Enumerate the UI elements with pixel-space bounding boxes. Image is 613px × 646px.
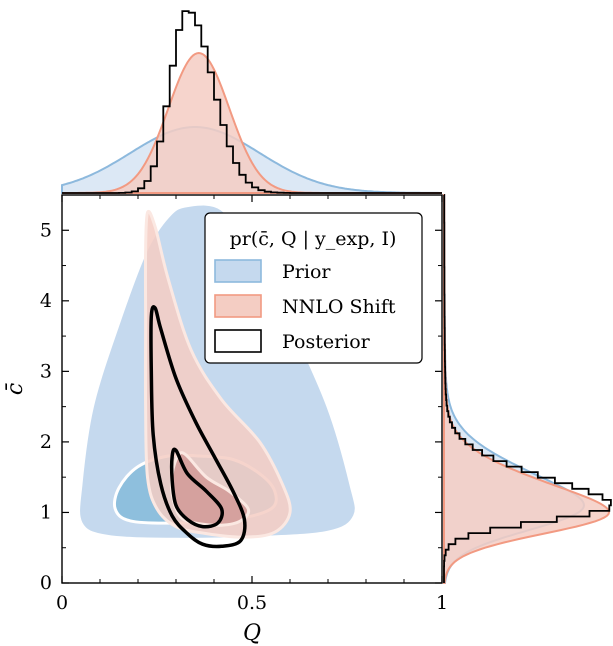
y-tick-label: 4: [40, 290, 52, 312]
legend: pr(c̄, Q | y_exp, I) Prior NNLO Shift Po…: [204, 212, 423, 364]
x-tick-label: 0: [56, 592, 68, 614]
legend-label-posterior: Posterior: [282, 331, 371, 353]
top-marginal-panel: [61, 10, 442, 194]
legend-label-nnlo-shift: NNLO Shift: [282, 296, 396, 318]
legend-swatch-posterior: [214, 329, 262, 353]
y-tick-label: 3: [40, 360, 52, 382]
y-tick-label: 1: [40, 501, 52, 523]
y-tick-label: 0: [40, 572, 52, 594]
posterior-contour-inner: [170, 447, 225, 529]
main-panel: 0 0.5 1 0 1 2 3 4 5: [40, 194, 448, 614]
legend-swatch-prior: [214, 259, 262, 283]
y-tick-label: 2: [40, 431, 52, 453]
posterior-contour-outer: [149, 305, 247, 549]
x-axis-label: Q: [243, 621, 261, 646]
y-tick-label: 5: [40, 219, 52, 241]
posterior-histogram-q: [62, 10, 442, 194]
right-marginal-panel: [443, 194, 612, 584]
x-tick-label: 1: [436, 592, 448, 614]
legend-title: pr(c̄, Q | y_exp, I): [230, 228, 397, 250]
legend-label-prior: Prior: [282, 261, 331, 283]
x-tick-label: 0.5: [237, 592, 267, 614]
posterior-histogram-cbar: [443, 194, 612, 583]
legend-frame: [204, 212, 423, 364]
nnlo-shift-marginal-cbar: [443, 194, 611, 584]
y-axis-label: c̄: [3, 383, 28, 395]
legend-swatch-nnlo-shift: [214, 294, 262, 318]
